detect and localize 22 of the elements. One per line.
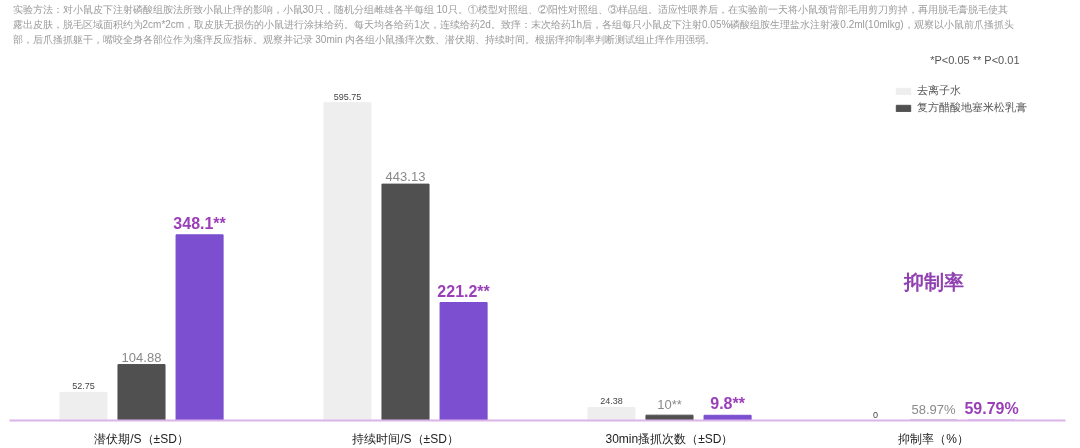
- data-label: 24.38: [600, 396, 623, 407]
- data-label: 10**: [657, 397, 682, 413]
- data-label: 595.75: [333, 91, 362, 102]
- text: 露出皮肤，脱毛区域面积约为2cm*2cm，取皮肤无损伤的小鼠进行涂抹给药。每天均各给药1次，连续给药2d。致痒：末次给药1h后，各组每只小鼠皮下注射0.05%磷酸组胺生理盐水注射液0.2ml(10mlkg)，观察以小鼠前爪搔抓头: [12, 18, 1014, 30]
- text: 部，后爪搔抓躯干，嘴咬全身各部位作为瘙痒反应指标。观察并记录 30min 内各组小鼠搔痒次数、潜伏期、持续时间。根据痒抑制率判断测试组止痒作用强弱。: [12, 33, 716, 45]
- legend-label: 去离子水: [917, 83, 961, 98]
- data-label: 9.8**: [710, 395, 746, 413]
- x-tick-label: 持续时间/S（±SD）: [352, 431, 459, 446]
- legend-label: 复方醋酸地塞米松乳膏: [917, 100, 1027, 115]
- data-label: 104.88: [121, 349, 162, 365]
- annotation: 抑制率: [902, 270, 964, 293]
- x-tick-label: 30min搔抓次数（±SD）: [605, 431, 734, 446]
- data-label: 348.1**: [173, 214, 227, 232]
- data-label: 221.2**: [437, 282, 491, 300]
- data-label: 58.97%: [911, 402, 956, 418]
- data-label: 52.75: [72, 381, 95, 392]
- text: *P<0.05 ** P<0.01: [930, 53, 1020, 66]
- data-label: 443.13: [385, 169, 426, 185]
- x-tick-label: 抑制率（%）: [898, 431, 969, 446]
- data-label: 59.79%: [964, 400, 1019, 418]
- data-label: 0: [872, 409, 878, 420]
- x-tick-label: 潜伏期/S（±SD）: [94, 431, 189, 446]
